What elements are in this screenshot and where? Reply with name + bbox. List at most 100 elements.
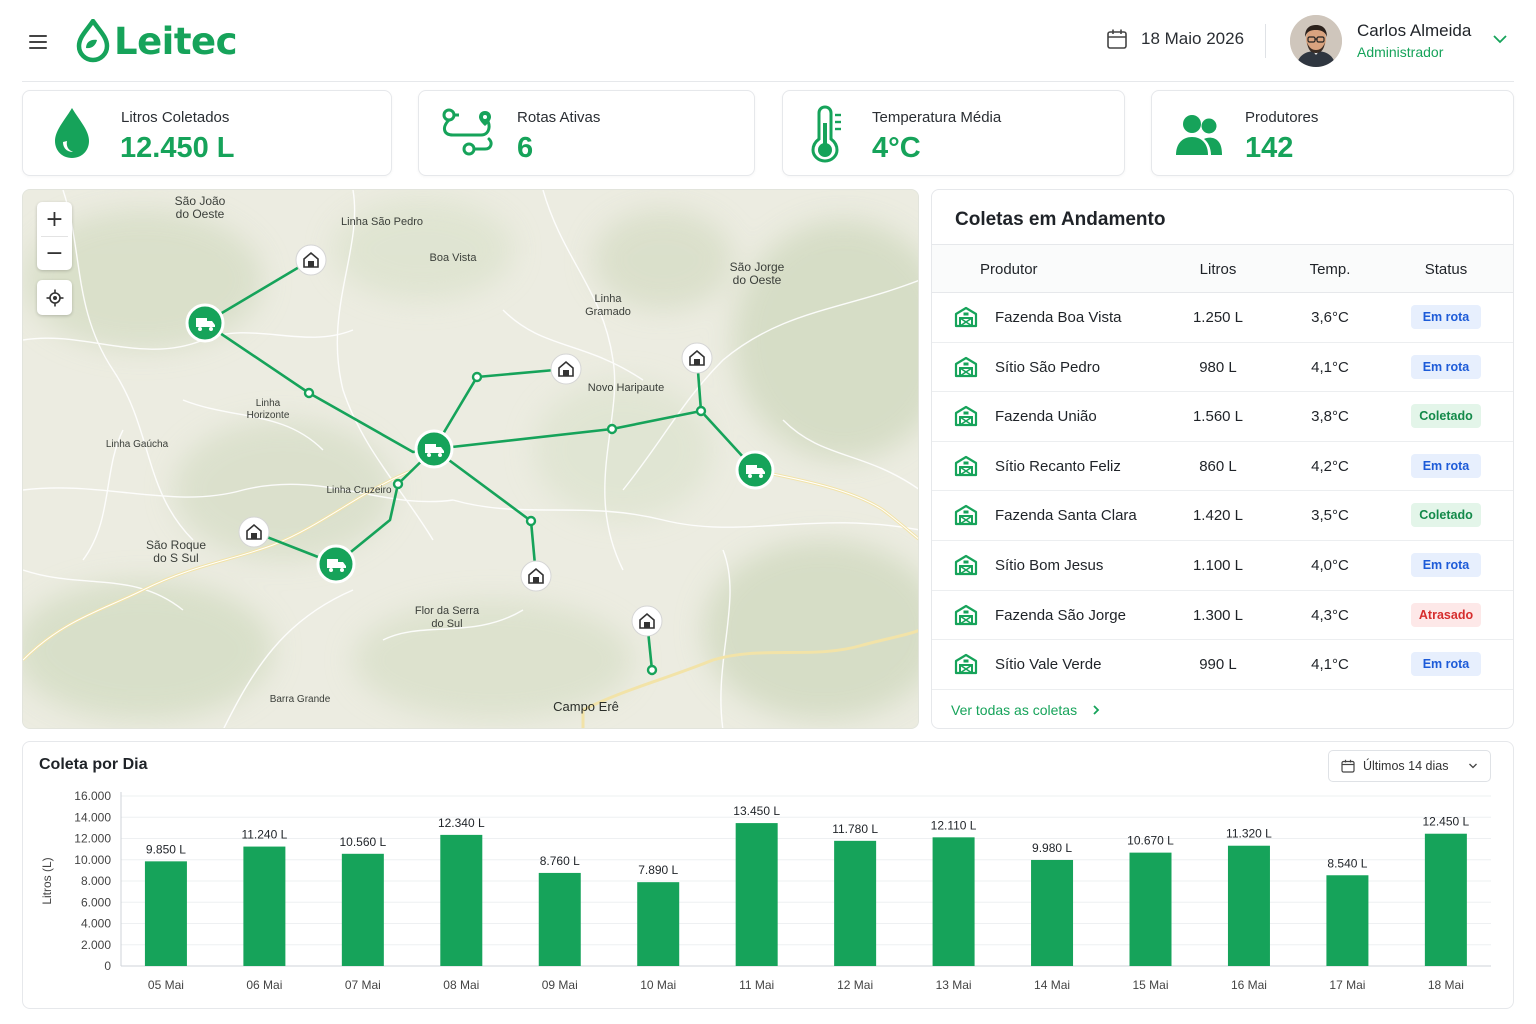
kpi-label: Temperatura Média (872, 109, 1002, 126)
litros-value: 1.100 L (1192, 557, 1244, 574)
header-divider-line (22, 81, 1514, 82)
temp-value: 3,5°C (1311, 507, 1349, 525)
app-logo[interactable]: Leitec (76, 18, 238, 64)
bar-data-label: 10.560 L (339, 835, 386, 849)
farm-pin-icon[interactable] (631, 605, 663, 637)
bar (1227, 845, 1270, 966)
status-badge: Em rota (1411, 652, 1481, 677)
route-waypoints (303, 371, 707, 676)
litros-value: 860 L (1199, 457, 1237, 475)
farm-pin-icon[interactable] (295, 244, 327, 276)
table-row[interactable]: Sítio Recanto Feliz 860 L 4,2°C Em rota (932, 442, 1513, 492)
x-tick-label: 07 Mai (345, 978, 381, 992)
date-display[interactable]: 18 Maio 2026 (1106, 28, 1244, 50)
bar (341, 853, 384, 966)
column-header-status[interactable]: Status (1424, 261, 1468, 278)
produtor-name: Sítio São Pedro (995, 358, 1101, 376)
table-row[interactable]: Fazenda São Jorge 1.300 L 4,3°C Atrasado (932, 591, 1513, 641)
litros-value: 1.250 L (1192, 309, 1244, 326)
temp-value: 4,1°C (1311, 656, 1349, 674)
column-header-litros[interactable]: Litros (1199, 261, 1237, 278)
column-header-temp[interactable]: Temp. (1309, 261, 1351, 278)
truck-icon[interactable] (185, 303, 225, 343)
ver-todas-label: Ver todas as coletas (951, 702, 1078, 718)
range-label: Últimos 14 dias (1363, 759, 1449, 773)
y-tick-label: 14.000 (74, 810, 111, 824)
table-row[interactable]: Sítio São Pedro 980 L 4,1°C Em rota (932, 343, 1513, 393)
produtor-name: Sítio Bom Jesus (995, 557, 1104, 574)
farm-pin-icon[interactable] (550, 353, 582, 385)
zoom-divider (41, 236, 68, 237)
current-date: 18 Maio 2026 (1141, 29, 1245, 48)
truck-icon[interactable] (316, 544, 356, 584)
produtor-name: Fazenda União (995, 408, 1097, 426)
route-icon (442, 108, 493, 156)
map-place-label: São Jorge do Oeste (729, 260, 785, 287)
truck-icon[interactable] (735, 450, 775, 490)
x-tick-label: 11 Mai (739, 978, 774, 992)
x-tick-label: 12 Mai (837, 978, 873, 992)
farm-icon (954, 554, 978, 576)
menu-icon[interactable] (29, 33, 49, 49)
thermometer-icon (811, 105, 841, 163)
y-tick-label: 6.000 (81, 895, 111, 909)
milk-drop-icon (55, 108, 89, 158)
farm-pin-icon[interactable] (681, 342, 713, 374)
zoom-out-button[interactable]: − (45, 240, 64, 266)
status-badge: Coletado (1411, 503, 1481, 528)
chart-title: Coleta por Dia (39, 756, 148, 773)
table-row[interactable]: Fazenda União 1.560 L 3,8°C Coletado (932, 392, 1513, 442)
map-place-label: Linha Cruzeiro (326, 485, 392, 496)
temp-value: 3,6°C (1311, 309, 1349, 326)
farm-markers[interactable] (238, 244, 713, 637)
ver-todas-link[interactable]: Ver todas as coletas (951, 702, 1101, 718)
map-place-label: São João do Oeste (174, 194, 226, 221)
logo-text: Leitec (114, 19, 238, 63)
farm-icon (954, 406, 978, 427)
bar-data-label: 11.320 L (1226, 827, 1272, 841)
map-canvas[interactable] (23, 190, 919, 729)
kpi-value: 12.450 L (120, 132, 235, 164)
bar-data-label: 8.760 L (540, 854, 580, 868)
bar (1424, 833, 1467, 966)
map-place-label: Novo Haripaute (587, 382, 665, 394)
bar (243, 846, 286, 966)
farm-icon (954, 455, 978, 476)
x-tick-label: 14 Mai (1034, 978, 1070, 992)
kpi-rotas-ativas: Rotas Ativas 6 (418, 90, 755, 176)
column-header-produtor[interactable]: Produtor (980, 261, 1038, 278)
locate-button[interactable] (37, 280, 72, 315)
litros-value: 990 L (1199, 656, 1237, 674)
route-map[interactable]: São João do Oeste Linha São Pedro Boa Vi… (22, 189, 919, 729)
map-place-label: Linha São Pedro (341, 216, 423, 228)
y-tick-label: 4.000 (81, 917, 111, 931)
zoom-in-button[interactable]: + (45, 206, 64, 232)
x-tick-label: 09 Mai (542, 978, 578, 992)
temp-value: 4,2°C (1311, 457, 1349, 475)
chevron-down-icon[interactable] (1492, 33, 1508, 45)
table-row[interactable]: Fazenda Boa Vista 1.250 L 3,6°C Em rota (932, 293, 1513, 343)
date-range-select[interactable]: Últimos 14 dias (1328, 750, 1491, 782)
map-place-label: Linha Horizonte (246, 398, 290, 421)
table-row[interactable]: Sítio Bom Jesus 1.100 L 4,0°C Em rota (932, 541, 1513, 591)
y-tick-label: 12.000 (74, 832, 111, 846)
bar-data-label: 9.980 L (1032, 841, 1072, 855)
temp-value: 4,3°C (1311, 606, 1349, 624)
farm-pin-icon[interactable] (520, 560, 552, 592)
map-place-label: Linha Gramado (585, 293, 631, 318)
x-tick-label: 15 Mai (1132, 978, 1168, 992)
farm-pin-icon[interactable] (238, 516, 270, 548)
x-tick-label: 05 Mai (148, 978, 184, 992)
major-roads-core (23, 469, 918, 661)
map-place-label: Campo Erê (553, 699, 619, 714)
x-tick-label: 10 Mai (640, 978, 676, 992)
avatar[interactable] (1290, 15, 1342, 67)
map-place-label: Linha Gaúcha (105, 439, 169, 450)
table-row[interactable]: Sítio Vale Verde 990 L 4,1°C Em rota (932, 640, 1513, 690)
bar (834, 840, 877, 966)
truck-icon[interactable] (414, 429, 454, 469)
produtor-name: Sítio Recanto Feliz (995, 457, 1121, 475)
calendar-icon (1341, 759, 1355, 773)
truck-markers[interactable] (185, 303, 775, 584)
table-row[interactable]: Fazenda Santa Clara 1.420 L 3,5°C Coletado (932, 491, 1513, 541)
